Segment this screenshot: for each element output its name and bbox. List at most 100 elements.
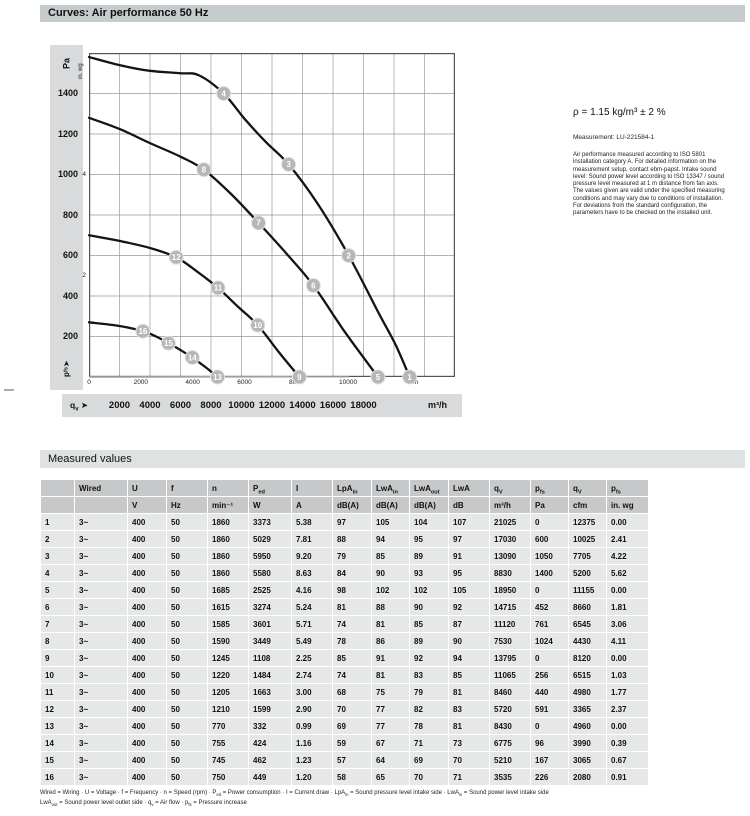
cell: 94 [449,650,489,666]
fan-curve-1 [87,55,411,379]
cell: 4.22 [607,548,648,564]
table-row: 5 3~ 400 50 1685 2525 4.16 98 102 102 105 18950 0 111… [41,582,648,598]
row-number: 15 [41,752,74,768]
cell: 70 [410,769,448,785]
table-header-row-cell: Wired [75,480,127,496]
table-header-row-cell: U [128,480,166,496]
cell: 11065 [490,667,530,683]
cell: 3601 [249,616,291,632]
cell: 400 [128,616,166,632]
cell: 3990 [569,735,606,751]
cell: 0.00 [607,514,648,530]
cfm-tick-label: 4000 [185,379,200,386]
x-axis-bar: qv ➤ m³/h 2000 4000 6000 8000 10000 12000 1400… [62,394,462,417]
cell: 50 [167,531,207,547]
operating-point-10 [250,317,266,333]
cell: 3~ [75,684,127,700]
cell: 1585 [208,616,248,632]
cell: 400 [128,650,166,666]
m3h-tick-label: 12000 [258,400,286,411]
cell: 2.37 [607,701,648,717]
cell: 81 [449,718,489,734]
footnote-line-1: Wired = Wiring · U = Voltage · f = Frequ… [40,790,549,798]
cell: 68 [333,684,371,700]
cell: 1.16 [292,735,332,751]
fan-curve-2 [87,116,380,379]
x-axis-symbol-qv: qv ➤ [70,400,88,413]
page-margin-mark [4,389,14,391]
cfm-tick-label: 2000 [133,379,149,386]
cell: 1108 [249,650,291,666]
table-units-row-cell: dB(A) [372,497,409,513]
operating-point-label-9: 9 [297,373,302,382]
cell: 0.39 [607,735,648,751]
table-row: 13 3~ 400 50 770 332 0.99 69 77 78 81 8430 0 4960 0.00 [41,718,648,734]
cell: 3~ [75,514,127,530]
row-number: 1 [41,514,74,530]
fan-curve-4 [87,321,219,379]
cell: 94 [372,531,409,547]
m3h-tick-label: 2000 [108,400,131,411]
row-number: 10 [41,667,74,683]
cell: 3~ [75,769,127,785]
cell: 65 [372,769,409,785]
cell: 67 [372,735,409,751]
cell: 50 [167,599,207,615]
table-units-row-cell: in. wg [607,497,648,513]
cell: 71 [449,769,489,785]
cell: 3~ [75,701,127,717]
cell: 256 [531,667,568,683]
cell: 11120 [490,616,530,632]
cell: 5.62 [607,565,648,581]
table-units-row-cell [41,497,74,513]
row-number: 7 [41,616,74,632]
cell: 12375 [569,514,606,530]
cell: 64 [372,752,409,768]
operating-point-12 [168,249,184,265]
pa-tick-label: 400 [62,290,78,301]
table-units-row-cell: A [292,497,332,513]
cell: 462 [249,752,291,768]
y-axis-band [50,45,83,390]
cell: 400 [128,582,166,598]
operating-point-14 [184,350,200,366]
cell: 3~ [75,548,127,564]
operating-point-5 [370,369,386,385]
cell: 400 [128,565,166,581]
cell: 8.63 [292,565,332,581]
cell: 91 [449,548,489,564]
cell: 85 [410,616,448,632]
cell: 3365 [569,701,606,717]
cell: 97 [333,514,371,530]
cell: 167 [531,752,568,768]
cell: 1.23 [292,752,332,768]
cell: 7705 [569,548,606,564]
cell: 8660 [569,599,606,615]
cell: 50 [167,548,207,564]
cell: 77 [372,701,409,717]
table-header-row-cell: LwA [449,480,489,496]
cell: 85 [333,650,371,666]
row-number: 9 [41,650,74,666]
cell: 400 [128,531,166,547]
cell: 92 [410,650,448,666]
table-row: 14 3~ 400 50 755 424 1.16 59 67 71 73 6775 96 3990 0.3… [41,735,648,751]
operating-point-16 [135,323,151,339]
cell: 105 [449,582,489,598]
cell: 91 [372,650,409,666]
cell: 95 [410,531,448,547]
cell: 50 [167,565,207,581]
table-row: 8 3~ 400 50 1590 3449 5.49 78 86 89 90 7530 1024 4430… [41,633,648,649]
table-row: 6 3~ 400 50 1615 3274 5.24 81 88 90 92 14715 452 8660… [41,599,648,615]
cell: 0.00 [607,718,648,734]
table-header-row-cell: n [208,480,248,496]
cell: 50 [167,769,207,785]
table-units-row-cell [75,497,127,513]
cell: 3.06 [607,616,648,632]
cell: 3065 [569,752,606,768]
cell: 4.16 [292,582,332,598]
cell: 74 [333,616,371,632]
operating-point-label-12: 12 [172,253,181,262]
cell: 88 [372,599,409,615]
